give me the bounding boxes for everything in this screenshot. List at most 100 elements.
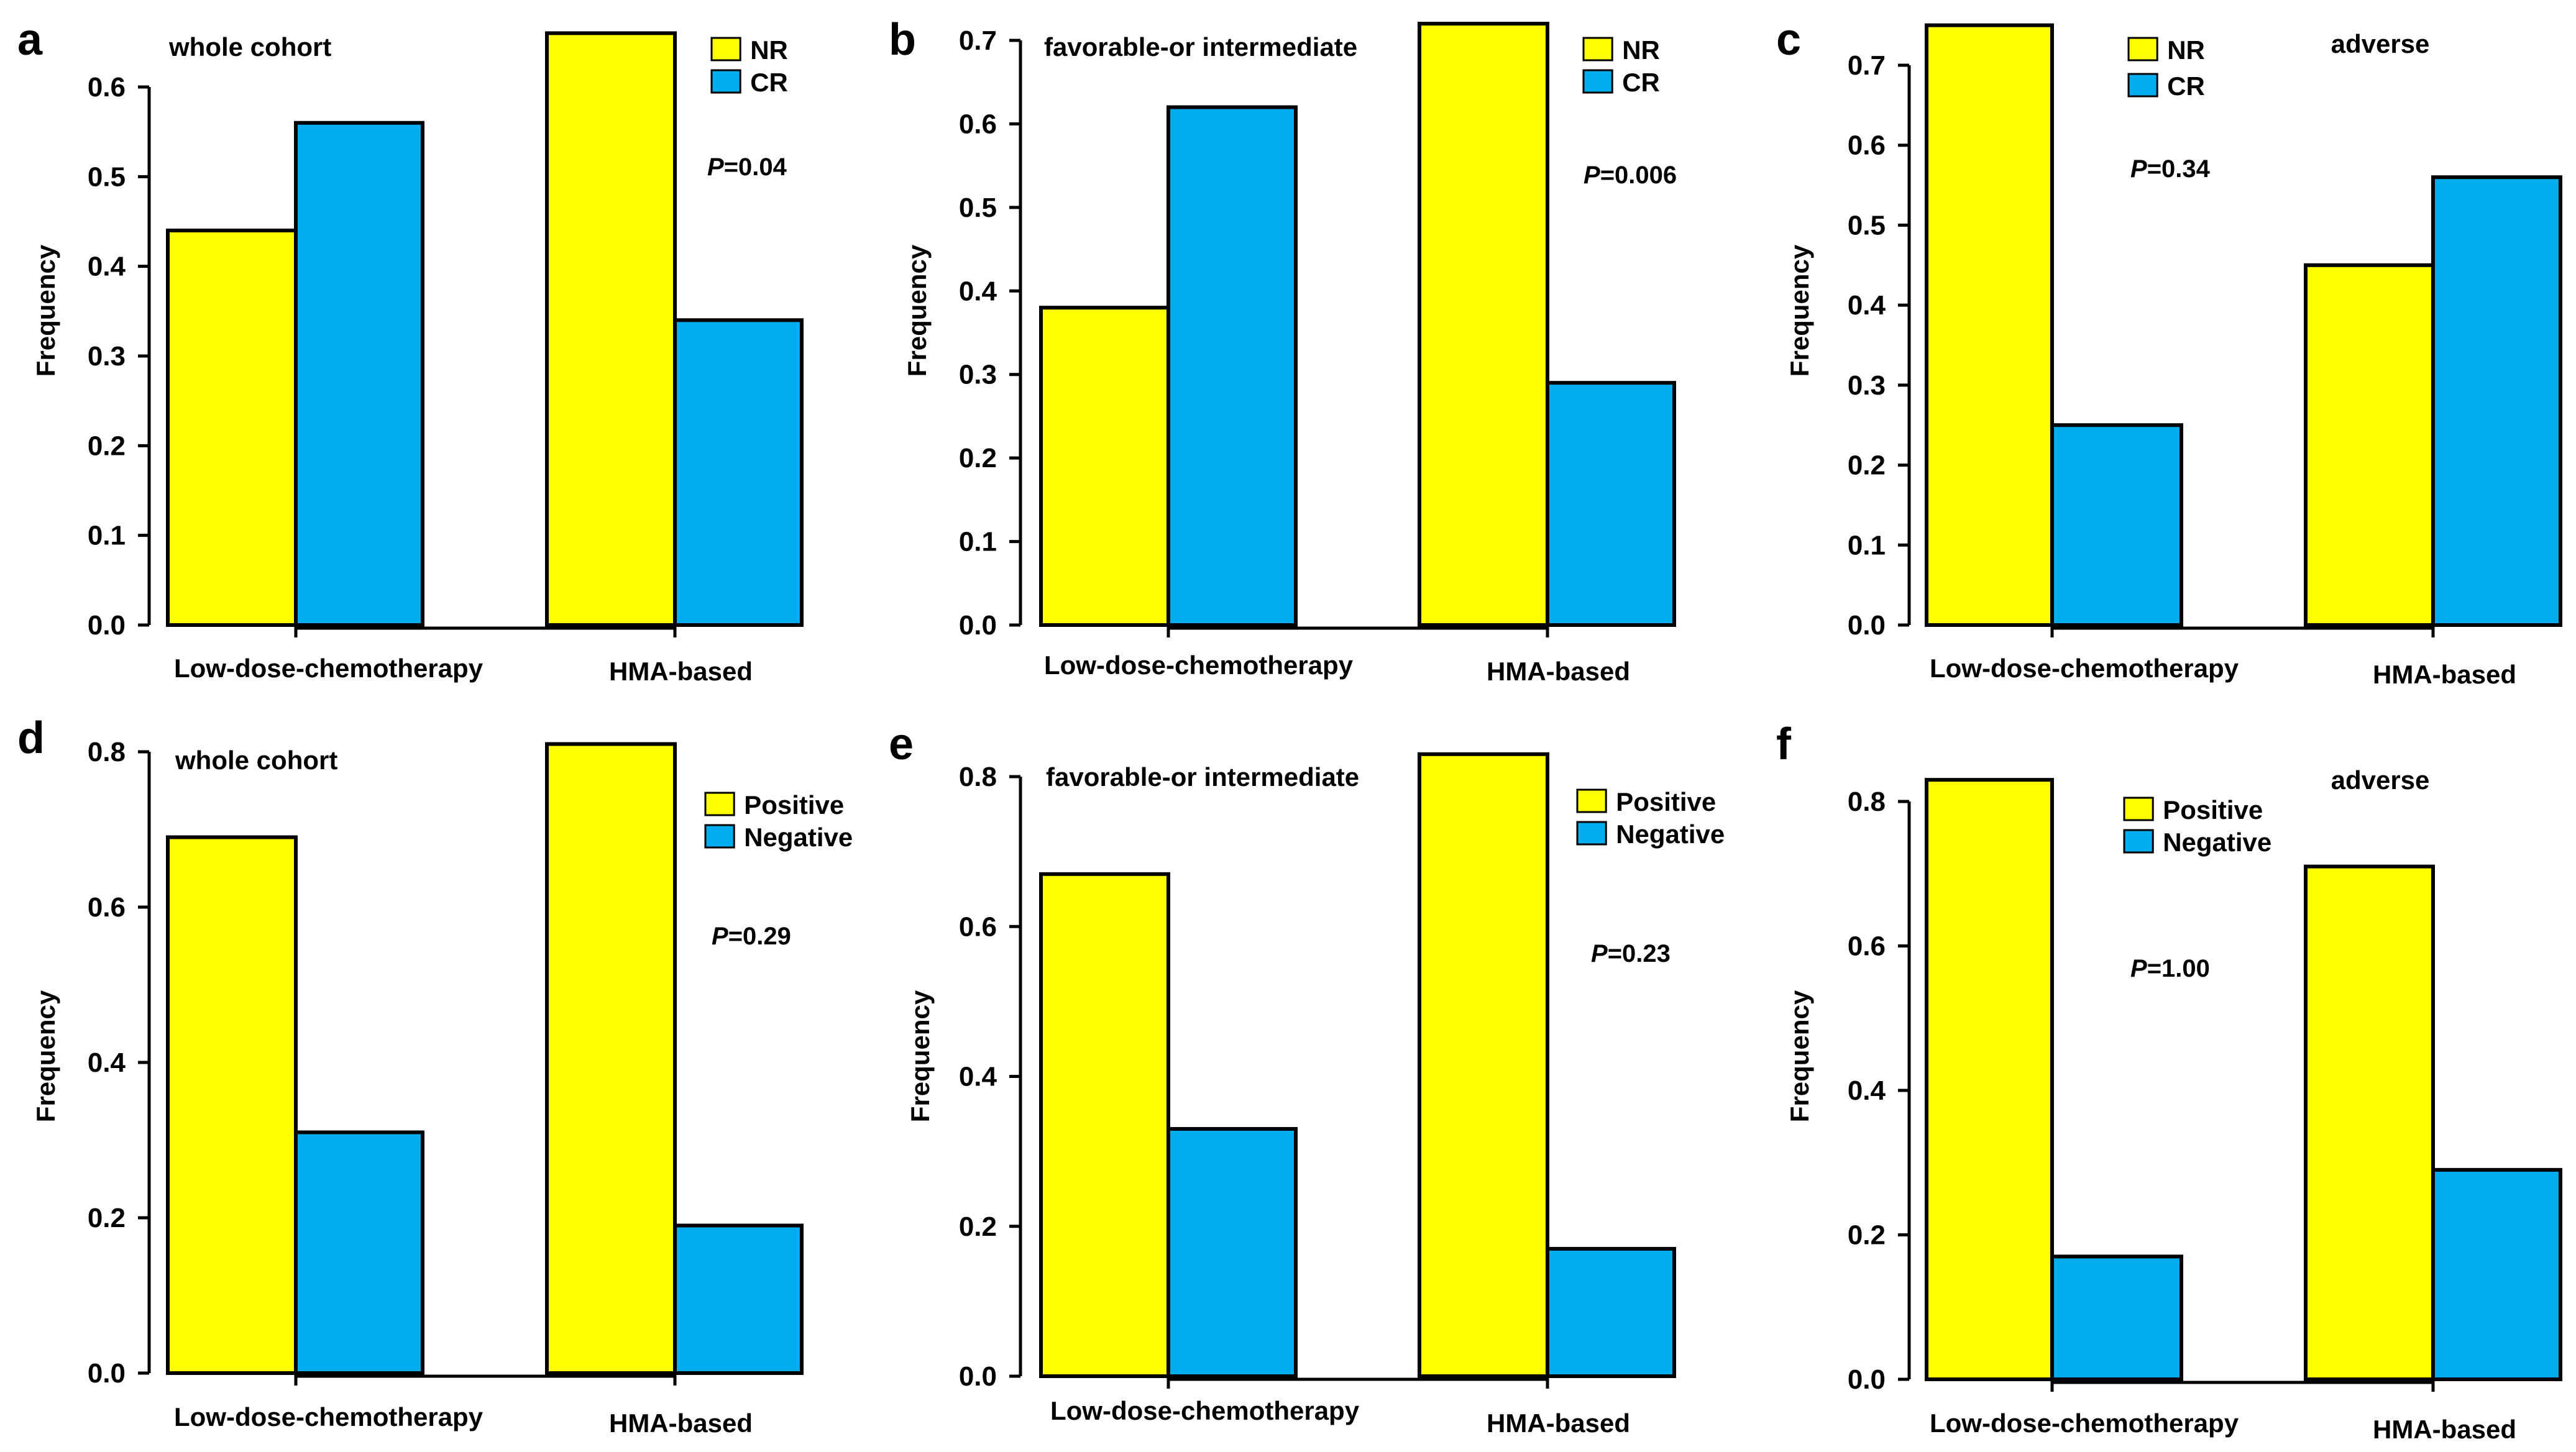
panel-letter: e xyxy=(889,719,914,769)
legend-swatch-positive xyxy=(1576,788,1607,813)
chart-panel-e: e favorable-or intermediate 0.0 0.2 0.4 0.6 0.… xyxy=(889,719,1725,1438)
bar-cr-low-dose xyxy=(294,121,424,627)
legend-swatch-positive xyxy=(704,792,735,816)
y-tick-label: 0.5 xyxy=(1848,210,1886,240)
x-tick-label: Low-dose-chemotherapy xyxy=(1050,1396,1360,1425)
x-tick-label: Low-dose-chemotherapy xyxy=(1930,654,2239,683)
p-value: =0.23 xyxy=(1608,940,1671,967)
p-symbol: P xyxy=(1584,162,1600,189)
bar-positive-low-dose xyxy=(1039,872,1170,1378)
bar-positive-hma xyxy=(2304,864,2435,1381)
legend-swatch-nr xyxy=(1582,37,1613,62)
y-tick-label: 0.8 xyxy=(88,737,126,767)
bar-positive-hma xyxy=(1418,752,1549,1378)
legend-label-nr: NR xyxy=(2167,35,2205,65)
x-tick-label: HMA-based xyxy=(609,1409,753,1438)
bar-negative-low-dose xyxy=(1167,1126,1298,1378)
p-symbol: P xyxy=(712,923,728,950)
p-value: =0.006 xyxy=(1600,162,1677,189)
y-tick-label: 0.4 xyxy=(959,276,997,306)
bar-negative-low-dose xyxy=(294,1130,424,1375)
y-axis-label: Frequency xyxy=(902,244,932,377)
bar-cr-low-dose xyxy=(1167,105,1298,628)
p-value-label: P=0.04 xyxy=(707,153,787,181)
y-tick-label: 0.6 xyxy=(88,72,126,103)
bar-nr-low-dose xyxy=(1039,306,1170,627)
y-tick-label: 0.2 xyxy=(1848,450,1886,481)
y-tick-label: 0.7 xyxy=(1848,50,1886,81)
chart-panel-b: b favorable-or intermediate 0.0 0.1 0.2 0.3 0.… xyxy=(889,15,1677,686)
y-tick-label: 0.7 xyxy=(959,25,997,56)
chart-title: favorable-or intermediate xyxy=(1044,32,1357,62)
y-tick-label: 0.5 xyxy=(959,193,997,223)
y-tick-label: 0.1 xyxy=(1848,530,1886,560)
chart-title: adverse xyxy=(2331,29,2430,58)
bar-negative-hma xyxy=(2431,1167,2562,1381)
bar-positive-low-dose xyxy=(1925,778,2054,1381)
y-axis-label: Frequency xyxy=(1785,990,1814,1122)
bar-cr-hma xyxy=(2431,175,2562,627)
x-tick-label: HMA-based xyxy=(2373,660,2516,689)
bar-nr-hma xyxy=(1418,22,1549,628)
bar-negative-hma xyxy=(1546,1246,1676,1378)
y-tick-label: 0.0 xyxy=(959,610,997,641)
y-tick-label: 0.2 xyxy=(959,443,997,473)
bar-cr-low-dose xyxy=(2050,423,2183,627)
x-tick-label: Low-dose-chemotherapy xyxy=(1044,651,1354,680)
y-tick-label: 0.1 xyxy=(959,527,997,557)
chart-panel-d: d whole cohort 0.0 0.2 0.4 0.6 0.8 Frequency Low… xyxy=(17,713,853,1438)
chart-panel-c: c adverse 0.0 0.1 0.2 0.3 0.4 0.5 0.6 0.7 Frequenc… xyxy=(1776,15,2562,689)
legend-swatch-negative xyxy=(1576,821,1607,846)
x-tick-label: HMA-based xyxy=(2373,1415,2516,1444)
y-tick-label: 0.3 xyxy=(1848,370,1886,401)
y-tick-label: 0.6 xyxy=(1848,931,1886,962)
bar-positive-hma xyxy=(545,742,677,1375)
p-value: =0.04 xyxy=(724,153,787,181)
bar-negative-hma xyxy=(673,1223,804,1375)
p-value-label: P=0.006 xyxy=(1584,162,1677,189)
p-value-label: P=0.34 xyxy=(2130,155,2211,183)
legend-swatch-positive xyxy=(2123,797,2154,821)
bar-cr-hma xyxy=(673,318,804,627)
legend-label-positive: Positive xyxy=(744,790,844,820)
y-tick-label: 0.5 xyxy=(88,162,126,192)
legend-label-nr: NR xyxy=(750,35,788,65)
bar-nr-hma xyxy=(545,31,677,627)
y-tick-label: 0.4 xyxy=(88,1048,126,1078)
panel-letter: c xyxy=(1776,15,1801,65)
legend-label-nr: NR xyxy=(1622,35,1660,65)
y-axis-label: Frequency xyxy=(1785,244,1814,377)
y-tick-label: 0.4 xyxy=(959,1062,997,1092)
legend-label-cr: CR xyxy=(750,68,788,97)
legend-label-positive: Positive xyxy=(2163,795,2263,824)
x-tick-label: HMA-based xyxy=(1487,1409,1630,1438)
panel-letter: f xyxy=(1776,719,1792,769)
legend-swatch-nr xyxy=(710,37,741,62)
y-tick-label: 0.2 xyxy=(959,1212,997,1242)
bar-nr-hma xyxy=(2304,263,2435,627)
legend-label-negative: Negative xyxy=(2163,828,2271,857)
panel-letter: d xyxy=(17,713,45,763)
y-tick-label: 0.2 xyxy=(1848,1220,1886,1251)
p-symbol: P xyxy=(707,153,724,181)
p-value-label: P=1.00 xyxy=(2130,955,2210,982)
legend-label-negative: Negative xyxy=(744,823,853,852)
y-tick-label: 0.4 xyxy=(1848,290,1886,321)
y-tick-label: 0.8 xyxy=(959,762,997,792)
y-tick-label: 0.6 xyxy=(959,911,997,942)
y-tick-label: 0.4 xyxy=(1848,1075,1886,1106)
legend-label-negative: Negative xyxy=(1616,820,1725,849)
bar-cr-hma xyxy=(1546,381,1676,628)
chart-title: whole cohort xyxy=(175,746,337,775)
y-tick-label: 0.2 xyxy=(88,431,126,461)
chart-panel-f: f adverse 0.0 0.2 0.4 0.6 0.8 Frequency Low-dose… xyxy=(1776,719,2562,1444)
legend-label-cr: CR xyxy=(2167,71,2205,101)
y-tick-label: 0.6 xyxy=(88,892,126,923)
legend-swatch-cr xyxy=(710,69,741,94)
y-axis-label: Frequency xyxy=(31,244,60,377)
legend-label-cr: CR xyxy=(1622,68,1660,97)
bar-nr-low-dose xyxy=(166,228,298,627)
y-tick-label: 0.0 xyxy=(1848,610,1886,641)
x-tick-label: HMA-based xyxy=(609,657,753,686)
